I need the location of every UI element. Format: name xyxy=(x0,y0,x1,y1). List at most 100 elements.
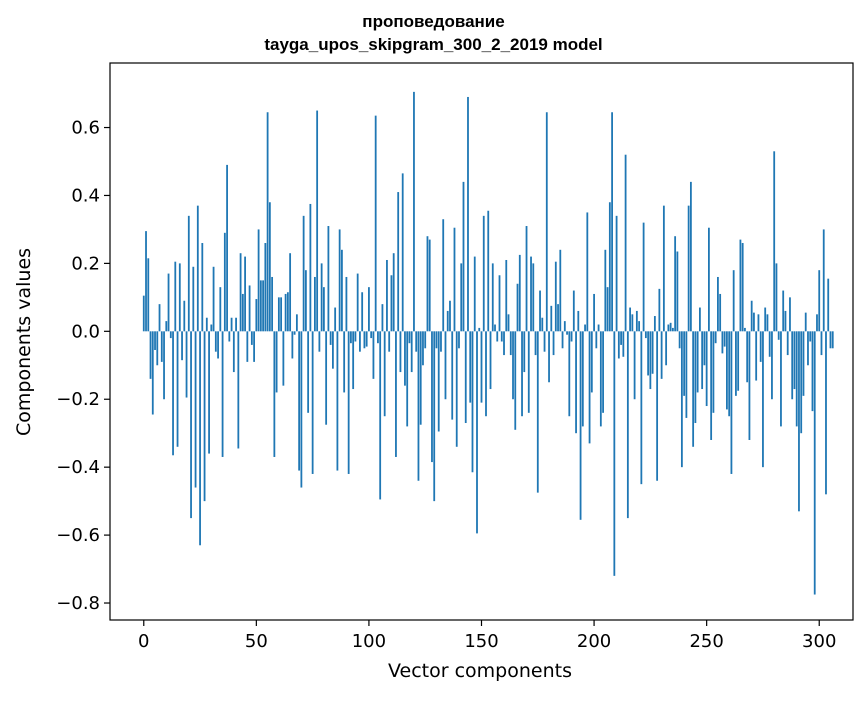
bar xyxy=(802,331,805,396)
bar xyxy=(298,331,301,471)
bar xyxy=(665,331,668,366)
bar xyxy=(575,331,577,434)
bar xyxy=(649,331,652,390)
bar xyxy=(489,331,492,390)
bar xyxy=(467,96,469,332)
bar xyxy=(771,331,773,400)
bar xyxy=(593,293,595,332)
bar xyxy=(311,331,314,474)
bar xyxy=(622,331,625,357)
bar xyxy=(595,331,598,349)
bar xyxy=(485,331,487,417)
bar xyxy=(325,331,328,425)
bar xyxy=(230,317,233,332)
bar xyxy=(223,232,226,332)
bar xyxy=(624,154,627,332)
bar xyxy=(329,331,332,345)
bar xyxy=(786,331,789,356)
y-tick-label: −0.4 xyxy=(56,457,100,478)
bar xyxy=(723,331,726,347)
bar xyxy=(534,331,537,356)
x-tick-label: 250 xyxy=(689,631,723,652)
bar xyxy=(705,331,708,407)
bar xyxy=(338,229,341,332)
y-tick-label: 0.2 xyxy=(71,253,100,274)
bar xyxy=(568,331,571,417)
bar xyxy=(203,331,206,502)
bar xyxy=(156,331,159,366)
bar xyxy=(541,317,544,332)
bar xyxy=(831,331,834,349)
bar xyxy=(626,331,629,519)
x-tick-label: 0 xyxy=(138,631,149,652)
bar xyxy=(307,331,310,413)
bar xyxy=(226,164,228,332)
bar xyxy=(689,181,692,332)
bar xyxy=(717,276,719,332)
bar xyxy=(169,331,172,339)
bar xyxy=(415,331,418,352)
bar xyxy=(356,273,359,332)
bar xyxy=(726,331,728,410)
bar xyxy=(440,331,442,352)
bar xyxy=(766,314,769,332)
bar xyxy=(687,205,690,332)
bar xyxy=(710,331,713,440)
bar xyxy=(428,239,431,332)
bar xyxy=(732,270,735,332)
bar xyxy=(194,331,197,488)
chart-title-model: tayga_upos_skipgram_300_2_2019 model xyxy=(264,35,603,54)
bar xyxy=(739,239,742,332)
bar xyxy=(525,226,528,332)
bar xyxy=(237,331,240,449)
bar xyxy=(145,231,147,332)
bar xyxy=(744,327,746,332)
bar xyxy=(543,331,546,352)
bar xyxy=(316,110,319,332)
bar xyxy=(532,263,535,332)
bar xyxy=(523,331,526,373)
bar xyxy=(473,256,476,332)
bar xyxy=(446,310,449,332)
bar xyxy=(509,331,512,356)
bar xyxy=(559,249,562,332)
bar xyxy=(336,331,339,471)
bar xyxy=(399,331,402,373)
bar xyxy=(196,205,199,332)
bar xyxy=(570,331,573,342)
bar xyxy=(764,307,767,332)
bar xyxy=(482,215,485,332)
bar xyxy=(527,331,530,413)
bar xyxy=(653,316,656,332)
bar xyxy=(271,276,274,332)
bar xyxy=(683,331,686,396)
bar xyxy=(635,310,638,332)
bar-series xyxy=(142,91,834,595)
bar xyxy=(629,307,631,332)
bar xyxy=(388,331,391,352)
bar xyxy=(154,331,156,350)
bar xyxy=(651,331,654,374)
bar xyxy=(178,263,181,332)
bar xyxy=(590,331,593,393)
bar xyxy=(813,331,816,595)
bar xyxy=(660,331,663,379)
bar xyxy=(563,321,566,332)
bar xyxy=(449,300,451,332)
bar xyxy=(795,331,798,427)
bar xyxy=(235,317,237,332)
bar xyxy=(735,331,737,396)
bar xyxy=(804,312,807,332)
bar xyxy=(784,310,787,332)
bar xyxy=(142,295,145,332)
bar xyxy=(302,215,305,332)
bar xyxy=(759,331,762,362)
bar xyxy=(557,304,559,332)
x-tick-label: 150 xyxy=(464,631,498,652)
bar xyxy=(334,307,337,332)
bar xyxy=(347,331,350,474)
bar xyxy=(176,331,179,447)
bar xyxy=(793,331,796,390)
bar xyxy=(417,331,420,481)
bar xyxy=(536,331,539,493)
